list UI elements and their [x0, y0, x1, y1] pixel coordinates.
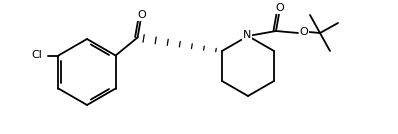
- Text: O: O: [276, 3, 285, 13]
- Text: N: N: [243, 30, 251, 40]
- Text: Cl: Cl: [31, 50, 43, 60]
- Text: O: O: [300, 27, 308, 37]
- Text: O: O: [137, 10, 146, 20]
